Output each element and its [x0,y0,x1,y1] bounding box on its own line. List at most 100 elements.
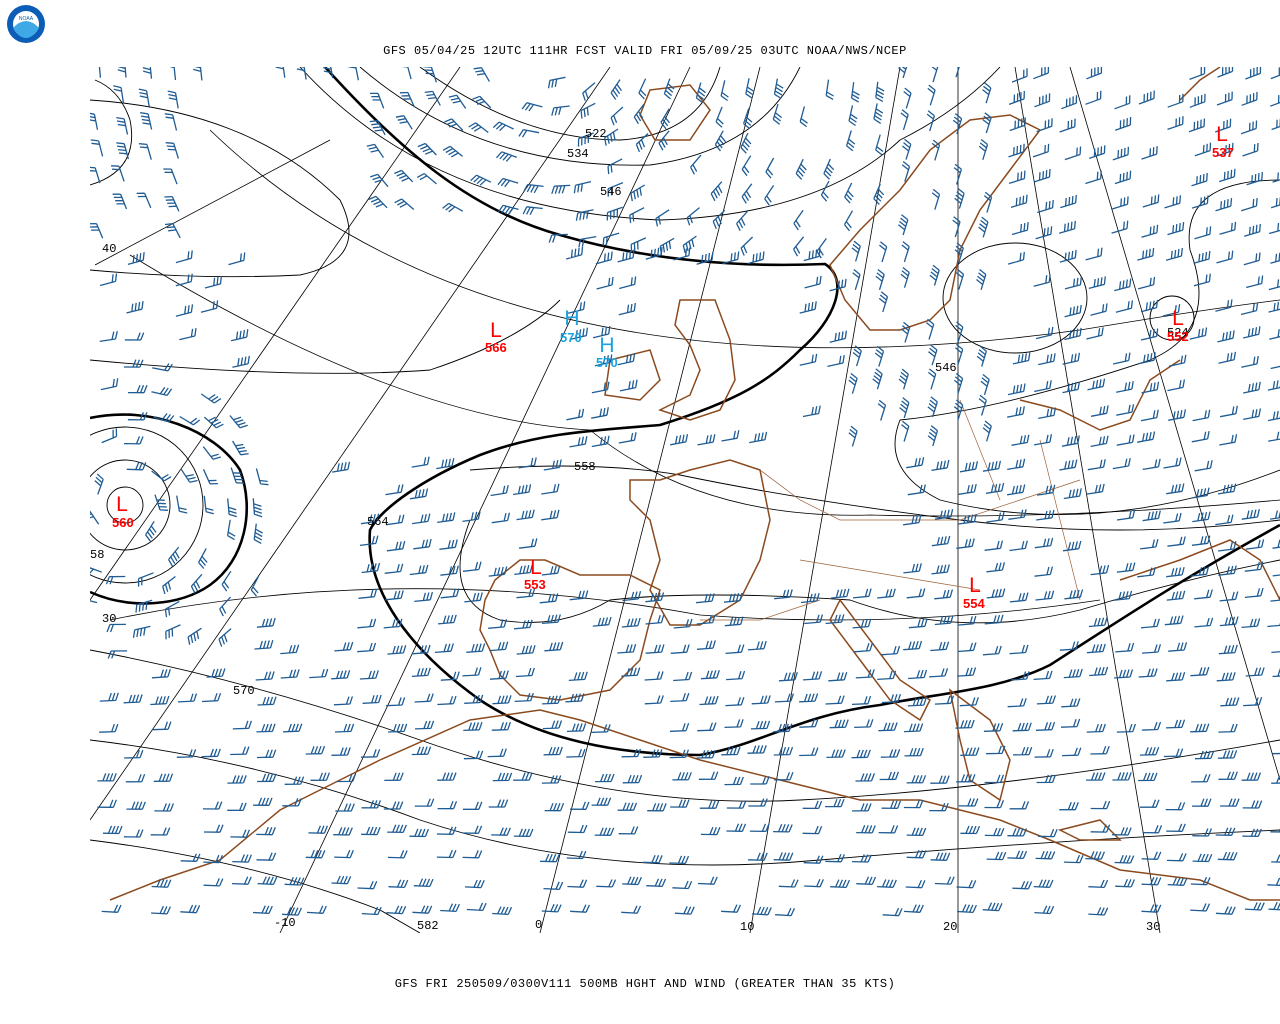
wind-barb [1270,197,1280,209]
wind-barb [577,132,594,147]
wind-barb [1061,698,1081,708]
wind-barb [165,142,180,159]
wind-barb [1059,641,1079,651]
wind-barb [700,826,721,836]
wind-barb [541,775,562,784]
wind-barb [409,488,429,500]
wind-barb [877,588,896,599]
wind-barb [960,825,981,835]
wind-barb [1245,539,1265,550]
wind-barb [774,771,794,781]
wind-barb [823,158,835,180]
wind-barb [1007,828,1028,837]
wind-barb [230,467,245,484]
wind-barb [900,266,910,288]
wind-barb [1012,880,1033,890]
wind-barb [856,876,877,885]
wind-barb [726,823,747,832]
wind-barb [1116,562,1136,573]
contour-label: 546 [600,185,622,199]
wind-barb [804,275,822,289]
wind-barb [491,721,512,731]
wind-barb [107,650,128,659]
wind-barb [434,643,454,654]
wind-barb [1142,194,1160,208]
wind-barb [621,617,641,628]
wind-barb [257,696,277,706]
wind-barb [724,616,744,627]
wind-barb [100,378,119,391]
wind-barb [1060,718,1081,728]
wind-barb [850,82,860,103]
wind-barb [875,268,885,290]
wind-barb [113,85,125,104]
wind-barb [1166,823,1186,832]
wind-barb [592,616,612,627]
wind-barb [931,139,941,161]
wind-barb [116,116,129,135]
wind-barb [1218,565,1237,576]
wind-barb [566,850,587,860]
wind-barb [252,498,263,518]
wind-barb [1191,487,1210,499]
wind-barb [1038,353,1056,366]
wind-barb [635,133,649,153]
wind-barb [582,82,596,101]
wind-barb [742,108,753,130]
wind-barb [491,827,511,836]
wind-barb [99,273,118,287]
wind-barb [741,155,752,177]
wind-barb [658,130,670,151]
wind-barb [1033,879,1054,888]
thick-contour [90,413,248,605]
wind-barb [881,693,902,704]
wind-barb [361,826,381,836]
contour-label: 524 [1167,326,1189,340]
wind-barb [466,902,487,912]
wind-barb [957,667,977,677]
wind-barb [570,327,589,340]
coastlines [109,67,1280,901]
wind-barb [540,853,560,863]
wind-barb [854,719,874,729]
wind-barb [802,800,823,810]
center-letter: L [969,574,981,597]
map-caption: GFS FRI 250509/0300V111 500MB HGHT AND W… [395,977,896,991]
wind-barb [617,353,636,366]
wind-barb [359,670,379,680]
wind-barb [953,372,964,394]
wind-barb [881,645,901,656]
wind-barb [1009,592,1029,603]
wind-barb [180,904,201,914]
wind-barb [621,905,642,914]
wind-barb [1166,566,1185,578]
wind-barb [1168,642,1188,652]
wind-barb [1163,748,1184,758]
wind-barb [176,749,197,758]
wind-barb [852,268,861,290]
wind-barb [386,697,406,707]
wind-barb [714,130,727,152]
wind-barb [1270,365,1280,370]
wind-barb [1112,827,1132,836]
wind-barb [669,749,690,759]
wind-barb [399,91,415,108]
wind-barb [765,157,775,179]
wind-barb [1140,328,1159,341]
wind-barb [282,907,302,916]
wind-barb [1064,304,1082,318]
wind-barb [168,546,180,567]
wind-barb [982,902,1003,912]
italy [829,598,931,722]
wind-barb [804,878,824,888]
wind-barb [686,207,700,226]
wind-barb [275,67,286,78]
wind-barb [804,614,824,625]
wind-barb [94,473,104,495]
wind-barb [982,112,992,134]
wind-barb [569,590,589,601]
wind-barb [151,386,173,397]
wind-barb [383,618,403,629]
wind-barb [852,854,872,863]
wind-barb [1088,617,1108,628]
